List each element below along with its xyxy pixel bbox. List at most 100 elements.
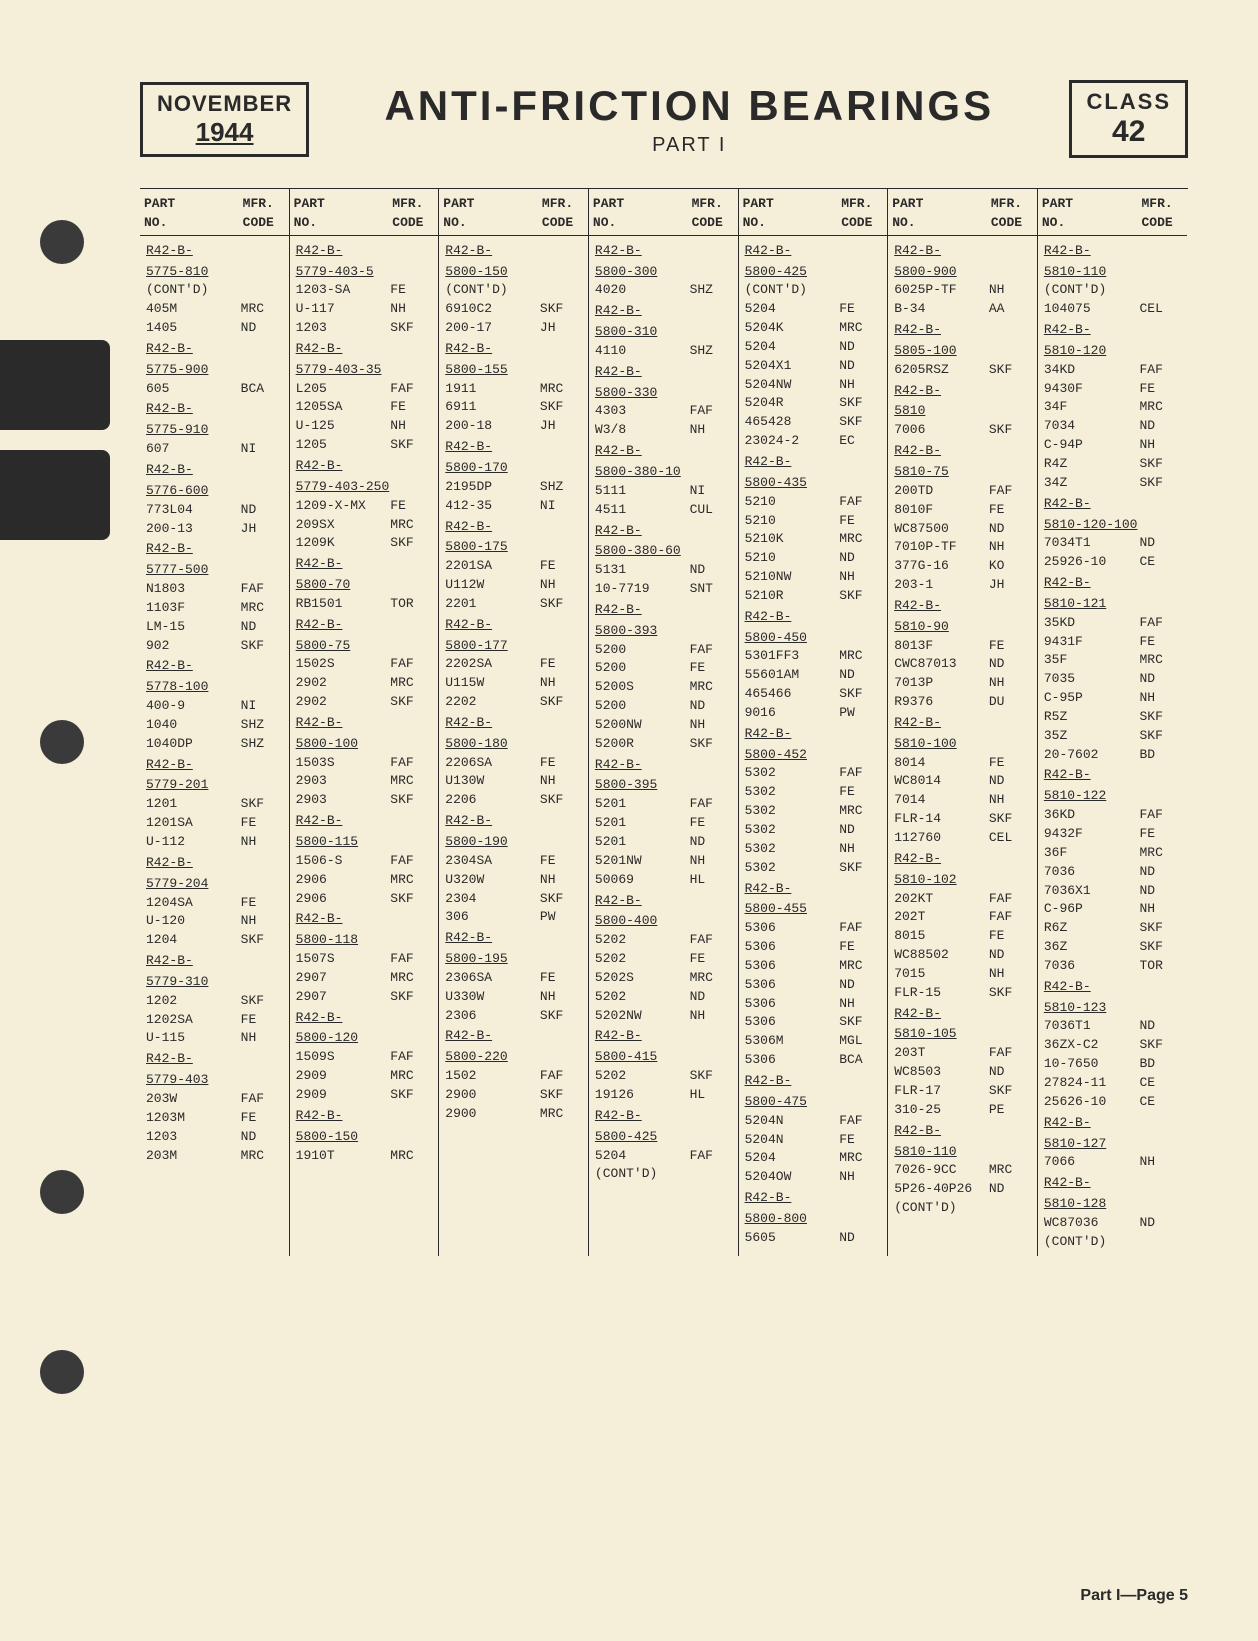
group-header: 5778-100 [146, 678, 283, 697]
group-header: R42-B- [1044, 495, 1182, 514]
part-number: 1506-S [296, 852, 391, 871]
mfr-code: FAF [839, 493, 881, 512]
table-row: FLR-14SKF [894, 810, 1031, 829]
part-number: 2304 [445, 890, 540, 909]
mfr-code: MRC [390, 516, 432, 535]
hdr-mfr: MFR. [542, 196, 573, 211]
part-number: 405M [146, 300, 241, 319]
group-header: 5800-175 [445, 538, 582, 557]
part-number: 9432F [1044, 825, 1140, 844]
part-number: B-34 [894, 300, 989, 319]
date-year: 1944 [157, 117, 292, 148]
mfr-code: SKF [540, 1007, 582, 1026]
table-row: 2906MRC [296, 871, 433, 890]
part-number: 34KD [1044, 361, 1140, 380]
part-number: 27824-11 [1044, 1074, 1140, 1093]
table-row: 4303FAF [595, 402, 732, 421]
mfr-code: SKF [989, 361, 1031, 380]
hdr-mfr: MFR. [991, 196, 1022, 211]
part-number: 8015 [894, 927, 989, 946]
part-number: 1203 [146, 1128, 241, 1147]
table-row: 5200FE [595, 659, 732, 678]
part-number: 306 [445, 908, 540, 927]
table-row: 200-17JH [445, 319, 582, 338]
table-row: 203MMRC [146, 1147, 283, 1166]
table-row: 35KDFAF [1044, 614, 1182, 633]
mfr-code: SKF [1139, 1036, 1181, 1055]
part-number: C-94P [1044, 436, 1140, 455]
part-number: 1503S [296, 754, 391, 773]
group-header: 5779-403 [146, 1071, 283, 1090]
table-row: 2902SKF [296, 693, 433, 712]
mfr-code: CEL [1139, 300, 1181, 319]
table-row: 5204FAF [595, 1147, 732, 1166]
hdr-no: NO. [443, 215, 466, 230]
group-header: R42-B- [296, 1009, 433, 1028]
mfr-code: SHZ [690, 342, 732, 361]
table-row: 25626-10CE [1044, 1093, 1182, 1112]
mfr-code: SHZ [241, 716, 283, 735]
part-number: 4110 [595, 342, 690, 361]
part-number: 7036 [1044, 957, 1140, 976]
mfr-code: MRC [1139, 844, 1181, 863]
group-header: 5779-204 [146, 875, 283, 894]
part-number: 2909 [296, 1086, 391, 1105]
table-column: PARTNO.MFR.CODER42-B-5800-150(CONT'D)691… [439, 189, 589, 1256]
part-number: WC87500 [894, 520, 989, 539]
table-row: 7015NH [894, 965, 1031, 984]
mfr-code: NH [540, 772, 582, 791]
group-header: R42-B- [745, 1189, 882, 1208]
hdr-part: PART [892, 196, 923, 211]
part-number: 5202 [595, 1067, 690, 1086]
table-row: 5202ND [595, 988, 732, 1007]
mfr-code: NH [540, 576, 582, 595]
table-row: 203WFAF [146, 1090, 283, 1109]
part-number: 1202 [146, 992, 241, 1011]
group-header: 5800-300 [595, 263, 732, 282]
table-row: 200-13JH [146, 520, 283, 539]
part-number: 36Z [1044, 938, 1140, 957]
group-header: 5777-500 [146, 561, 283, 580]
table-row: 5210RSKF [745, 587, 882, 606]
part-number: 7036 [1044, 863, 1140, 882]
mfr-code: SKF [839, 859, 881, 878]
table-row: 5201NWNH [595, 852, 732, 871]
group-header: 5779-403-5 [296, 263, 433, 282]
group-header: R42-B- [146, 340, 283, 359]
part-number: 55601AM [745, 666, 840, 685]
part-number: 607 [146, 440, 241, 459]
part-number: 5202 [595, 931, 690, 950]
mfr-code: FAF [690, 402, 732, 421]
table-column: PARTNO.MFR.CODER42-B-5800-425(CONT'D)520… [739, 189, 889, 1256]
part-number: 5302 [745, 764, 840, 783]
mfr-code: FE [390, 398, 432, 417]
table-row: 5204RSKF [745, 394, 882, 413]
class-label: CLASS [1086, 89, 1171, 115]
table-row: WC87036ND [1044, 1214, 1182, 1233]
mfr-code: MRC [1139, 651, 1181, 670]
mfr-code: ND [989, 520, 1031, 539]
title-block: ANTI-FRICTION BEARINGS PART I [309, 82, 1069, 157]
mfr-code: MRC [839, 1149, 881, 1168]
table-row: 5131ND [595, 561, 732, 580]
mfr-code: FAF [690, 1147, 732, 1166]
group-header: R42-B- [745, 880, 882, 899]
mfr-code: SKF [390, 988, 432, 1007]
group-header: 5810-121 [1044, 595, 1182, 614]
part-number: 465466 [745, 685, 840, 704]
mfr-code: FAF [1139, 614, 1181, 633]
table-row: 5201FAF [595, 795, 732, 814]
part-number: 8010F [894, 501, 989, 520]
mfr-code: FE [690, 950, 732, 969]
part-number: 50069 [595, 871, 690, 890]
part-number: 7006 [894, 421, 989, 440]
table-row: 6205RSZSKF [894, 361, 1031, 380]
part-number: 5210 [745, 493, 840, 512]
table-row: 1203SKF [296, 319, 433, 338]
binder-tab [0, 450, 110, 540]
hdr-part: PART [1042, 196, 1073, 211]
mfr-code: NH [839, 376, 881, 395]
parts-table: PARTNO.MFR.CODER42-B-5775-810(CONT'D)405… [140, 188, 1188, 1256]
hdr-code: CODE [542, 215, 573, 230]
table-row: 5301FF3MRC [745, 647, 882, 666]
